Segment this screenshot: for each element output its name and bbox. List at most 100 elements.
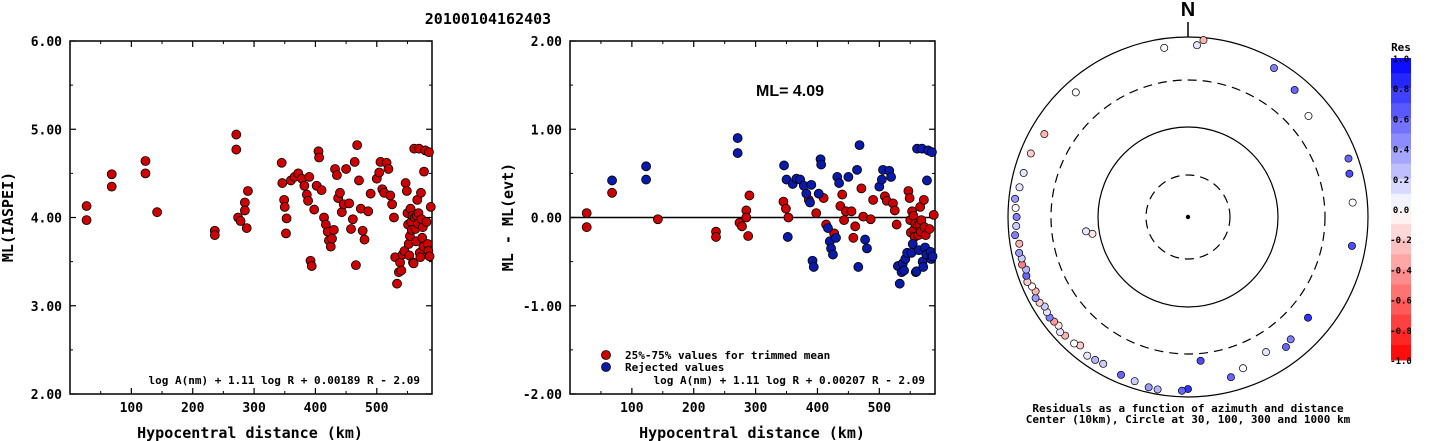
data-point [894,278,905,289]
station-point [1011,204,1020,212]
data-point [241,223,252,233]
data-point [231,144,242,155]
x-tick-label: 300 [242,401,266,416]
y-tick-label: 5.00 [31,123,62,138]
data-point [344,198,355,209]
data-point [911,266,922,277]
colorbar-cell [1391,209,1411,225]
y-tick-label: 2.00 [531,35,562,50]
station-point [1019,169,1028,177]
colorbar-tick-label: 1.0 [1393,55,1409,65]
y-tick-label: -2.00 [523,388,562,403]
colorbar-tick-label: -1.0 [1390,357,1412,367]
data-point [581,208,592,218]
formula-label: log A(nm) + 1.11 log R + 0.00189 R - 2.0… [148,374,420,387]
center-marker [1185,214,1191,220]
data-point [927,251,938,262]
data-point [811,208,822,218]
data-point [806,179,817,190]
ml-annotation: ML= 4.09 [756,83,824,100]
station-point [1196,356,1205,365]
data-point [235,216,246,226]
x-tick-label: 400 [806,401,830,416]
station-points [1011,36,1357,395]
data-point [396,265,407,276]
y-tick-label: 0.00 [531,212,562,227]
x-axis-label: Hypocentral distance (km) [137,424,363,441]
data-point [347,214,358,225]
data-point [243,186,253,196]
colorbar-cell [1391,329,1411,346]
data-point [922,175,932,186]
data-point [363,206,374,217]
data-point [352,140,363,151]
station-point [1040,130,1049,139]
data-point [781,203,791,214]
colorbar-cell [1391,224,1411,240]
station-point [1130,377,1139,386]
ring-1000km [1007,36,1369,398]
station-point [1117,370,1125,379]
station-point [1177,386,1186,395]
data-point [839,215,849,226]
data-point [854,140,865,151]
data-point [365,188,376,199]
data-point [741,212,752,223]
data-point [876,174,887,185]
station-point [1015,248,1024,257]
data-point [899,265,909,276]
station-point [1011,231,1020,240]
data-point [928,209,939,220]
station-point [1262,348,1270,357]
data-point [743,231,754,241]
data-point [641,161,651,172]
data-point [354,175,364,186]
data-point [281,213,292,224]
colorbar-cell [1391,163,1411,180]
plot-frame [69,40,433,395]
station-point [1290,85,1299,94]
station-point [1026,149,1035,158]
ring-300km [1050,79,1326,355]
colorbar-title: Res [1391,41,1411,54]
colorbar-cell [1391,314,1411,331]
colorbar-cell [1391,58,1411,74]
data-point [385,190,396,201]
station-point [1031,294,1040,302]
distance-rings [1007,36,1369,398]
data-point [152,207,163,218]
formula-label: log A(nm) + 1.11 log R + 0.00207 R - 2.0… [653,374,925,387]
y-axis-label: ML - ML(evt) [499,163,517,271]
station-point [1345,169,1354,178]
data-point [837,189,848,200]
data-point [868,194,879,205]
colorbar-tick-label: 0.4 [1393,146,1410,156]
data-point [846,206,857,217]
data-points [81,129,436,289]
data-points [581,133,939,289]
data-point [732,133,743,143]
data-point [81,201,92,211]
data-point [831,232,841,243]
colorbar-cell [1391,254,1411,270]
data-point [737,221,747,232]
data-point [641,174,651,185]
colorbar-cell [1391,193,1411,210]
data-point [415,252,426,263]
data-point [277,178,288,188]
legend-marker-trimmed [601,350,611,360]
station-point [1153,385,1162,394]
station-point [1348,198,1357,207]
colorbar-cell [1391,118,1411,134]
data-point [303,195,313,206]
data-point [331,170,342,181]
colorbar-tick-label: 0.2 [1393,176,1409,186]
data-point [106,181,117,192]
data-point [387,199,398,210]
colorbar-tick-label: 0.8 [1393,85,1409,95]
data-point [346,224,356,234]
colorbar-cell [1391,178,1411,195]
data-point [408,258,419,269]
data-point [401,186,412,196]
